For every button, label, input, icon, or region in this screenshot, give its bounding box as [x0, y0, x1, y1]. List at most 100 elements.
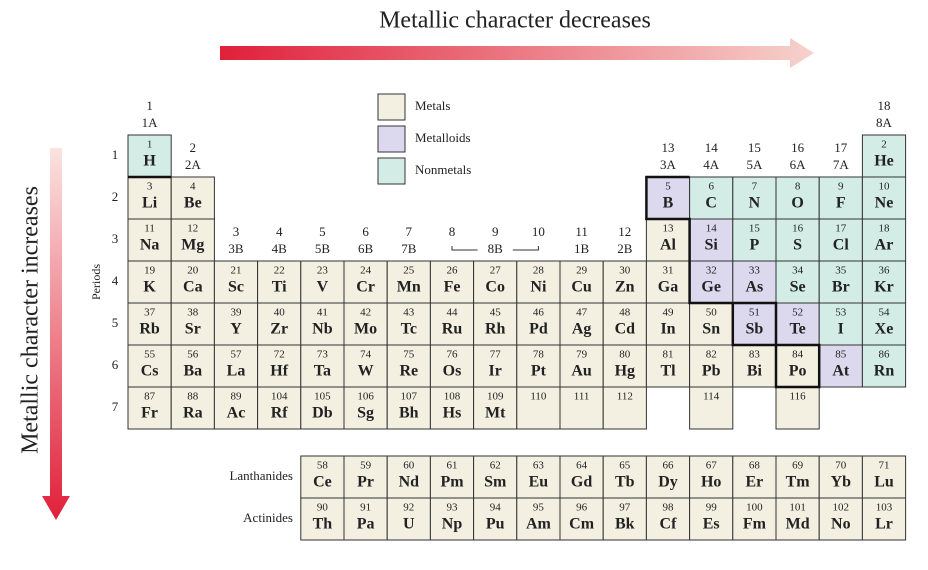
element-symbol: Nb: [312, 321, 333, 338]
atomic-number: 71: [879, 460, 890, 472]
atomic-number: 116: [790, 391, 807, 403]
group-number: 10: [532, 224, 545, 239]
element-symbol: Ge: [701, 279, 721, 296]
element-cell: [689, 497, 734, 541]
atomic-number: 20: [187, 265, 199, 277]
legend-swatch: [377, 93, 406, 121]
element-cell: [602, 344, 647, 388]
group-number: 8: [449, 224, 456, 239]
element-cell: [732, 455, 777, 499]
element-cell: [516, 386, 561, 430]
element-symbol: Yb: [831, 474, 852, 491]
atomic-number: 101: [789, 502, 806, 514]
atomic-number: 107: [401, 391, 418, 403]
atomic-number: 78: [533, 349, 545, 361]
element-cell: [343, 386, 388, 430]
atomic-number: 35: [835, 265, 847, 277]
atomic-number: 53: [835, 307, 847, 319]
atomic-number: 50: [706, 307, 718, 319]
period-label: 2: [112, 189, 119, 204]
element-symbol: Zr: [270, 321, 288, 338]
element-symbol: Cf: [660, 516, 678, 533]
atomic-number: 33: [749, 265, 761, 277]
element-symbol: Hg: [615, 363, 635, 380]
atomic-number: 100: [746, 502, 763, 514]
element-cell: [689, 344, 734, 388]
element-symbol: Rh: [485, 321, 506, 338]
group-label: 5B: [315, 241, 331, 256]
element-symbol: Ca: [183, 279, 203, 296]
element-symbol: Bk: [615, 516, 635, 533]
element-symbol: Ni: [530, 279, 547, 296]
element-symbol: Sr: [185, 321, 201, 338]
group-number: 3: [233, 224, 240, 239]
element-symbol: Si: [705, 237, 719, 254]
element-symbol: Sm: [484, 474, 507, 491]
element-symbol: S: [793, 237, 802, 254]
element-symbol: Tc: [401, 321, 417, 338]
element-symbol: Cs: [141, 363, 159, 380]
element-symbol: Li: [142, 195, 158, 212]
period-label: 1: [112, 147, 119, 162]
periods-axis-label: Periods: [89, 264, 103, 300]
element-cell: [170, 260, 215, 304]
element-cell: [689, 176, 734, 220]
legend-swatch: [377, 125, 406, 153]
element-symbol: Er: [746, 474, 764, 491]
atomic-number: 8: [795, 181, 801, 193]
element-symbol: Tl: [660, 363, 676, 380]
group-label: 2B: [617, 241, 633, 256]
atomic-number: 46: [533, 307, 545, 319]
atomic-number: 5: [665, 181, 671, 193]
element-symbol: Fm: [743, 516, 767, 533]
element-symbol: La: [227, 363, 246, 380]
element-symbol: Al: [660, 237, 677, 254]
group-number: 14: [705, 140, 719, 155]
element-symbol: Hs: [443, 405, 462, 422]
group-number: 18: [878, 98, 891, 113]
element-symbol: Ta: [314, 363, 331, 380]
atomic-number: 25: [403, 265, 415, 277]
atomic-number: 96: [576, 502, 588, 514]
element-cell: [689, 302, 734, 346]
bracket-gap: [477, 242, 513, 258]
group-number: 15: [748, 140, 761, 155]
period-label: 4: [112, 273, 119, 288]
atomic-number: 89: [231, 391, 243, 403]
element-symbol: Fr: [141, 405, 158, 422]
element-symbol: O: [791, 195, 803, 212]
group-number: 11: [575, 224, 588, 239]
element-symbol: Se: [790, 279, 806, 296]
group-label: 5A: [746, 157, 763, 172]
element-cell: [473, 497, 518, 541]
atomic-number: 54: [879, 307, 891, 319]
element-symbol: Cm: [569, 516, 595, 533]
atomic-number: 109: [487, 391, 504, 403]
atomic-number: 42: [360, 307, 371, 319]
atomic-number: 98: [663, 502, 675, 514]
element-symbol: Ti: [272, 279, 287, 296]
element-symbol: Na: [140, 237, 160, 254]
atomic-number: 51: [749, 307, 760, 319]
atomic-number: 59: [360, 460, 372, 472]
atomic-number: 36: [879, 265, 891, 277]
element-symbol: Md: [786, 516, 810, 533]
group-label: 2A: [185, 157, 202, 172]
atomic-number: 45: [490, 307, 502, 319]
element-symbol: Sb: [746, 321, 764, 338]
atomic-number: 93: [447, 502, 459, 514]
element-cell: [170, 344, 215, 388]
element-symbol: C: [705, 195, 717, 212]
element-cell: [300, 260, 345, 304]
element-cell: [127, 134, 172, 178]
element-cell: [516, 344, 561, 388]
element-cell: [473, 260, 518, 304]
element-cell: [861, 218, 907, 262]
element-cell: [386, 386, 431, 430]
element-symbol: U: [403, 516, 415, 533]
element-symbol: Au: [571, 363, 592, 380]
group-number: 7: [406, 224, 413, 239]
group-number: 5: [319, 224, 326, 239]
group-label: 8B: [488, 241, 504, 256]
atomic-number: 52: [792, 307, 803, 319]
